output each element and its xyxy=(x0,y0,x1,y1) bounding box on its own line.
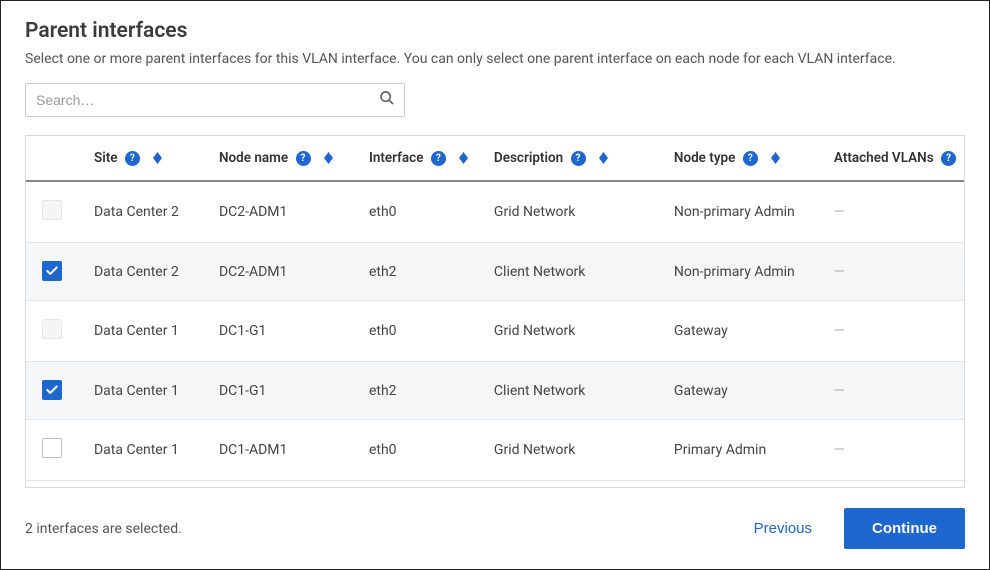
cell-attached-vlans: — xyxy=(826,301,964,362)
cell-interface: eth0 xyxy=(361,181,486,243)
cell-site: Data Center 1 xyxy=(86,420,211,481)
row-checkbox-cell xyxy=(26,420,86,481)
cell-attached-vlans: — xyxy=(826,420,964,481)
interfaces-table: Site ? Node name ? xyxy=(26,136,964,481)
row-checkbox[interactable] xyxy=(42,261,62,281)
help-icon[interactable]: ? xyxy=(125,151,140,166)
cell-description: Grid Network xyxy=(486,420,666,481)
row-checkbox-cell xyxy=(26,362,86,420)
col-label: Attached VLANs xyxy=(834,150,934,166)
col-header-description[interactable]: Description ? xyxy=(486,136,666,181)
cell-node-type: Non-primary Admin xyxy=(666,181,826,243)
sort-icon[interactable] xyxy=(599,152,608,164)
search-container xyxy=(25,83,405,117)
table-row[interactable]: Data Center 1DC1-ADM1eth0Grid NetworkPri… xyxy=(26,420,964,481)
col-label: Node type xyxy=(674,150,736,166)
row-checkbox[interactable] xyxy=(42,438,62,458)
cell-node-type: Non-primary Admin xyxy=(666,243,826,301)
cell-node-name: DC2-ADM1 xyxy=(211,243,361,301)
col-header-site[interactable]: Site ? xyxy=(86,136,211,181)
row-checkbox-cell xyxy=(26,243,86,301)
cell-node-name: DC2-ADM1 xyxy=(211,181,361,243)
sort-icon[interactable] xyxy=(324,152,333,164)
table-row[interactable]: Data Center 2DC2-ADM1eth0Grid NetworkNon… xyxy=(26,181,964,243)
cell-node-name: DC1-G1 xyxy=(211,362,361,420)
cell-interface: eth0 xyxy=(361,420,486,481)
cell-site: Data Center 2 xyxy=(86,243,211,301)
cell-attached-vlans: — xyxy=(826,362,964,420)
row-checkbox xyxy=(42,319,62,339)
cell-site: Data Center 1 xyxy=(86,362,211,420)
table-row[interactable]: Data Center 1DC1-G1eth0Grid NetworkGatew… xyxy=(26,301,964,362)
col-header-node-name[interactable]: Node name ? xyxy=(211,136,361,181)
cell-node-name: DC1-G1 xyxy=(211,301,361,362)
cell-site: Data Center 1 xyxy=(86,301,211,362)
cell-node-type: Primary Admin xyxy=(666,420,826,481)
col-label: Site xyxy=(94,150,118,166)
cell-attached-vlans: — xyxy=(826,243,964,301)
cell-description: Grid Network xyxy=(486,181,666,243)
col-header-interface[interactable]: Interface ? xyxy=(361,136,486,181)
page-title: Parent interfaces xyxy=(25,19,965,43)
interfaces-table-container[interactable]: Site ? Node name ? xyxy=(25,135,965,488)
sort-icon[interactable] xyxy=(153,152,162,164)
continue-button[interactable]: Continue xyxy=(844,508,965,549)
row-checkbox-cell xyxy=(26,181,86,243)
help-icon[interactable]: ? xyxy=(296,151,311,166)
col-checkbox xyxy=(26,136,86,181)
cell-interface: eth0 xyxy=(361,301,486,362)
selected-count-text: 2 interfaces are selected. xyxy=(25,521,182,537)
row-checkbox-cell xyxy=(26,301,86,362)
cell-description: Client Network xyxy=(486,362,666,420)
row-checkbox[interactable] xyxy=(42,380,62,400)
cell-node-name: DC1-ADM1 xyxy=(211,420,361,481)
cell-description: Client Network xyxy=(486,243,666,301)
cell-interface: eth2 xyxy=(361,362,486,420)
previous-button[interactable]: Previous xyxy=(754,520,812,537)
parent-interfaces-panel: Parent interfaces Select one or more par… xyxy=(0,0,990,570)
footer: 2 interfaces are selected. Previous Cont… xyxy=(25,488,965,549)
col-label: Node name xyxy=(219,150,288,166)
page-subtitle: Select one or more parent interfaces for… xyxy=(25,51,965,67)
col-label: Interface xyxy=(369,150,424,166)
table-row[interactable]: Data Center 1DC1-G1eth2Client NetworkGat… xyxy=(26,362,964,420)
col-label: Description xyxy=(494,150,563,166)
help-icon[interactable]: ? xyxy=(743,151,758,166)
cell-description: Grid Network xyxy=(486,301,666,362)
table-row[interactable]: Data Center 2DC2-ADM1eth2Client NetworkN… xyxy=(26,243,964,301)
col-header-node-type[interactable]: Node type ? xyxy=(666,136,826,181)
footer-actions: Previous Continue xyxy=(754,508,965,549)
help-icon[interactable]: ? xyxy=(571,151,586,166)
cell-node-type: Gateway xyxy=(666,301,826,362)
row-checkbox xyxy=(42,200,62,220)
cell-interface: eth2 xyxy=(361,243,486,301)
help-icon[interactable]: ? xyxy=(941,151,956,166)
cell-node-type: Gateway xyxy=(666,362,826,420)
sort-icon[interactable] xyxy=(771,152,780,164)
cell-site: Data Center 2 xyxy=(86,181,211,243)
col-header-attached-vlans[interactable]: Attached VLANs ? xyxy=(826,136,964,181)
cell-attached-vlans: — xyxy=(826,181,964,243)
search-input[interactable] xyxy=(25,83,405,117)
sort-icon[interactable] xyxy=(459,152,468,164)
help-icon[interactable]: ? xyxy=(431,151,446,166)
